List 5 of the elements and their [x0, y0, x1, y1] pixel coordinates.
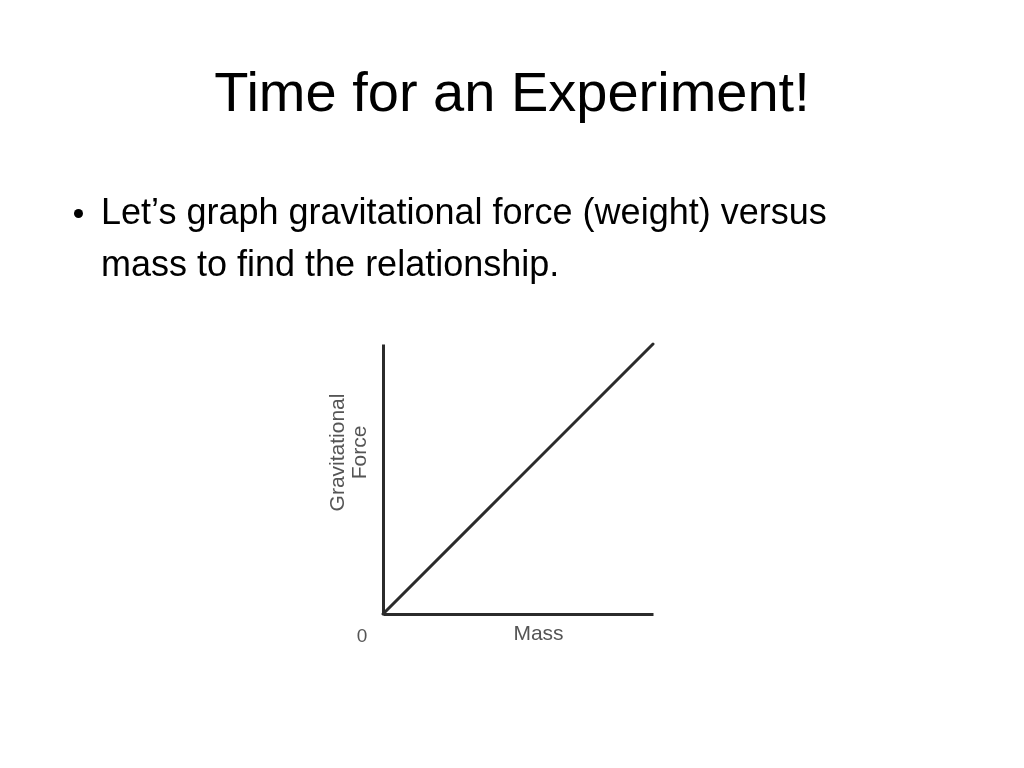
chart-title: Time for an Experiment! [213, 60, 811, 124]
text: 0 [356, 625, 368, 646]
chart-subtitle: Let’s graph gravitational force (weight) versus mass to find the relationship. [101, 190, 828, 286]
x-axis-title: Mass [513, 620, 564, 644]
y-axis-title: Gravitational Force [324, 393, 370, 512]
